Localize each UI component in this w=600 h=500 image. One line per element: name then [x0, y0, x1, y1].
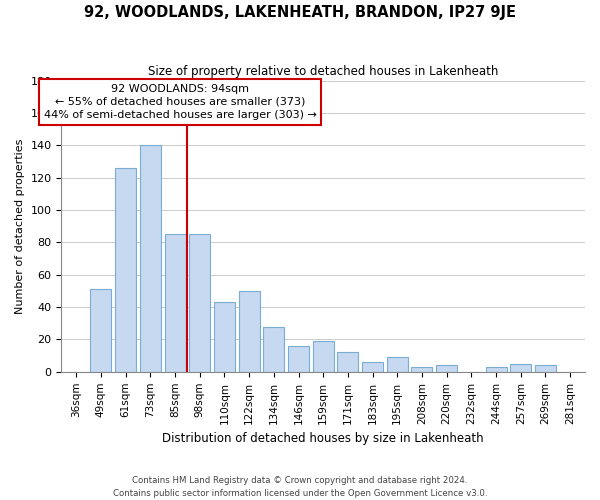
Bar [189, 234, 210, 372]
Bar [387, 358, 408, 372]
Bar [164, 234, 185, 372]
Text: 92 WOODLANDS: 94sqm
← 55% of detached houses are smaller (373)
44% of semi-detac: 92 WOODLANDS: 94sqm ← 55% of detached ho… [44, 84, 316, 120]
Bar [91, 290, 112, 372]
X-axis label: Distribution of detached houses by size in Lakenheath: Distribution of detached houses by size … [163, 432, 484, 445]
Bar [214, 302, 235, 372]
Bar [337, 352, 358, 372]
Bar [436, 366, 457, 372]
Bar [263, 326, 284, 372]
Bar [288, 346, 309, 372]
Text: Contains HM Land Registry data © Crown copyright and database right 2024.
Contai: Contains HM Land Registry data © Crown c… [113, 476, 487, 498]
Title: Size of property relative to detached houses in Lakenheath: Size of property relative to detached ho… [148, 65, 499, 78]
Bar [412, 367, 433, 372]
Text: 92, WOODLANDS, LAKENHEATH, BRANDON, IP27 9JE: 92, WOODLANDS, LAKENHEATH, BRANDON, IP27… [84, 5, 516, 20]
Bar [362, 362, 383, 372]
Bar [535, 366, 556, 372]
Bar [313, 341, 334, 372]
Bar [140, 146, 161, 372]
Bar [510, 364, 531, 372]
Bar [239, 291, 260, 372]
Bar [485, 367, 506, 372]
Y-axis label: Number of detached properties: Number of detached properties [15, 138, 25, 314]
Bar [115, 168, 136, 372]
